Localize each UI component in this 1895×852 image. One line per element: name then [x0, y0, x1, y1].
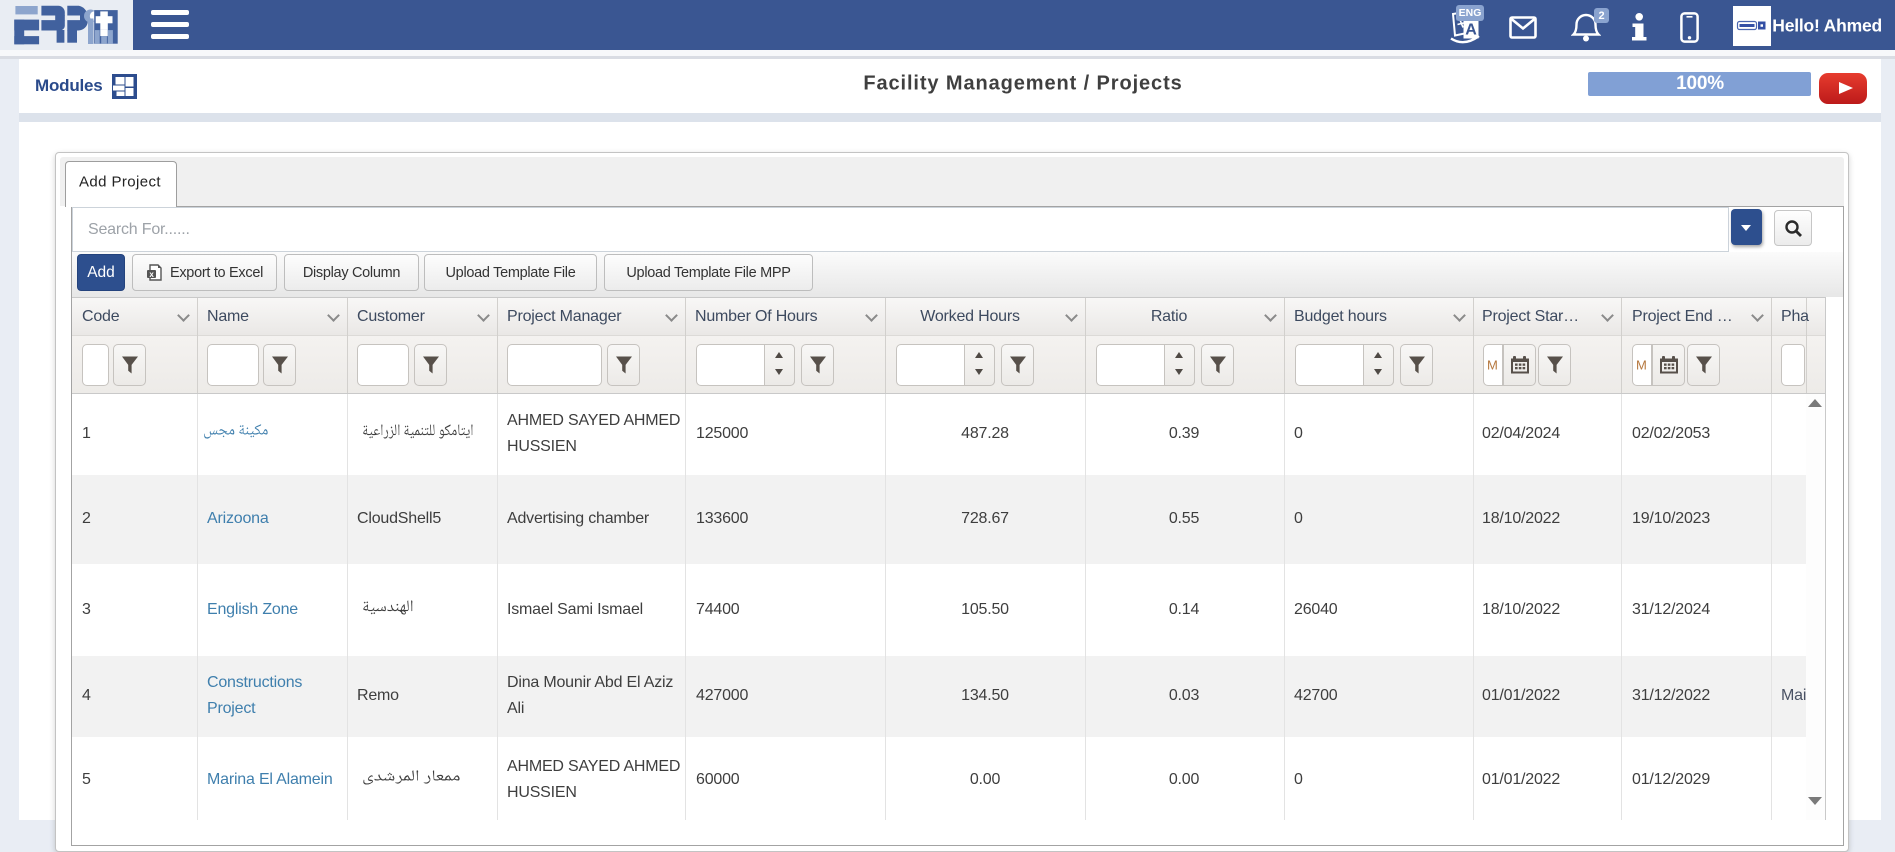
svg-text:x: x — [149, 270, 154, 279]
svg-text:A: A — [1465, 22, 1477, 39]
